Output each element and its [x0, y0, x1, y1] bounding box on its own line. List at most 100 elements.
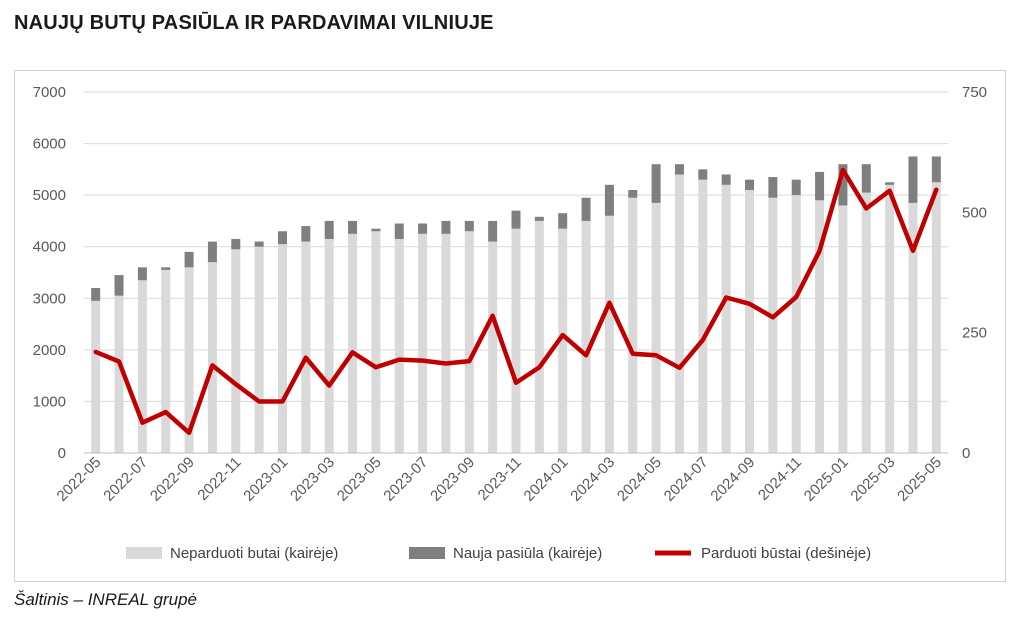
- bar-new-supply: [628, 189, 638, 198]
- bar-new-supply: [254, 241, 264, 247]
- y-left-tick-label: 6000: [33, 136, 66, 153]
- bar-unsold: [348, 233, 358, 453]
- bar-new-supply: [91, 287, 101, 301]
- bar-new-supply: [207, 241, 217, 263]
- x-tick-label: 2024-07: [661, 454, 712, 505]
- bar-unsold: [721, 184, 731, 454]
- bar-new-supply: [721, 174, 731, 185]
- sold-line: [93, 167, 939, 436]
- x-tick-label: 2024-05: [614, 454, 665, 505]
- bar-new-supply: [674, 164, 684, 175]
- bar-new-supply: [441, 220, 451, 234]
- bar-unsold: [464, 231, 474, 453]
- x-tick-label: 2023-09: [427, 454, 478, 505]
- bar-new-supply: [394, 223, 404, 239]
- bar-new-supply: [161, 267, 171, 270]
- bar-new-supply: [511, 210, 521, 229]
- bar-unsold: [534, 220, 544, 453]
- bar-unsold: [137, 280, 147, 453]
- legend-new-supply-label: Nauja pasiūla (kairėje): [453, 545, 602, 562]
- bar-new-supply: [931, 156, 941, 183]
- bar-unsold: [254, 246, 264, 453]
- bar-unsold: [114, 295, 124, 453]
- legend-unsold-swatch: [126, 547, 162, 559]
- y-left-tick-label: 2000: [33, 342, 66, 359]
- bar-unsold: [441, 233, 451, 453]
- bar-new-supply: [114, 275, 124, 296]
- x-tick-label: 2025-03: [847, 454, 898, 505]
- y-left-tick-label: 3000: [33, 290, 66, 307]
- legend-sold-label: Parduoti būstai (dešinėje): [701, 545, 871, 562]
- bar-unsold: [511, 228, 521, 453]
- bar-unsold: [838, 205, 848, 453]
- bar-new-supply: [908, 156, 918, 203]
- x-tick-label: 2024-03: [567, 454, 618, 505]
- bar-new-supply: [698, 169, 708, 180]
- bar-new-supply: [301, 226, 311, 242]
- bar-unsold: [698, 179, 708, 453]
- x-tick-label: 2023-07: [380, 454, 431, 505]
- bar-new-supply: [745, 179, 755, 190]
- y-right-tick-label: 750: [962, 84, 987, 101]
- bar-unsold: [91, 300, 101, 453]
- x-tick-label: 2022-09: [147, 454, 198, 505]
- x-tick-label: 2023-11: [475, 454, 525, 504]
- chart-frame: [14, 70, 1006, 582]
- y-left-tick-label: 7000: [33, 84, 66, 101]
- bar-unsold: [651, 202, 661, 453]
- y-right-tick-label: 0: [962, 445, 970, 462]
- y-left-tick-label: 0: [58, 445, 66, 462]
- bar-new-supply: [371, 228, 381, 232]
- bar-unsold: [628, 197, 638, 453]
- bar-new-supply: [231, 238, 241, 250]
- bar-unsold: [161, 269, 171, 453]
- bar-unsold: [768, 197, 778, 453]
- bar-new-supply: [488, 220, 498, 242]
- x-tick-label: 2022-11: [194, 454, 244, 504]
- bar-new-supply: [768, 177, 778, 198]
- bar-unsold: [745, 189, 755, 453]
- bar-unsold: [184, 267, 194, 453]
- bar-new-supply: [838, 164, 848, 206]
- bar-unsold: [301, 241, 311, 453]
- bar-new-supply: [348, 220, 358, 234]
- x-tick-label: 2024-11: [755, 454, 805, 504]
- bar-unsold: [418, 233, 428, 453]
- x-tick-label: 2025-05: [894, 454, 945, 505]
- legend-new-supply-swatch: [409, 547, 445, 559]
- bar-unsold: [581, 220, 591, 453]
- bar-unsold: [394, 238, 404, 453]
- bar-new-supply: [184, 251, 194, 268]
- bar-new-supply: [277, 231, 287, 245]
- bar-unsold: [207, 262, 217, 453]
- line-layer: [93, 167, 939, 436]
- bar-unsold: [371, 231, 381, 453]
- bar-unsold: [908, 202, 918, 453]
- bar-new-supply: [791, 179, 801, 196]
- x-tick-label: 2024-09: [707, 454, 758, 505]
- bar-new-supply: [534, 216, 544, 221]
- bar-unsold: [277, 244, 287, 453]
- bar-new-supply: [558, 213, 568, 229]
- x-tick-label: 2023-05: [334, 454, 385, 505]
- y-left-tick-label: 5000: [33, 187, 66, 204]
- bar-new-supply: [324, 220, 334, 239]
- bar-unsold: [488, 241, 498, 453]
- x-tick-label: 2024-01: [521, 454, 572, 505]
- x-tick-label: 2023-01: [240, 454, 291, 505]
- page-title: NAUJŲ BUTŲ PASIŪLA IR PARDAVIMAI VILNIUJ…: [14, 12, 494, 34]
- legend: Neparduoti butai (kairėje) Nauja pasiūla …: [126, 545, 871, 562]
- y-right-tick-label: 500: [962, 204, 987, 221]
- bar-new-supply: [885, 182, 895, 185]
- bar-new-supply: [604, 184, 614, 216]
- y-right-tick-label: 250: [962, 325, 987, 342]
- bars-layer: [91, 156, 941, 454]
- bar-new-supply: [137, 267, 147, 281]
- bar-unsold: [558, 228, 568, 453]
- bar-unsold: [931, 182, 941, 453]
- bar-unsold: [885, 184, 895, 454]
- y-left-tick-label: 4000: [33, 239, 66, 256]
- bar-unsold: [231, 249, 241, 453]
- bar-new-supply: [815, 171, 825, 201]
